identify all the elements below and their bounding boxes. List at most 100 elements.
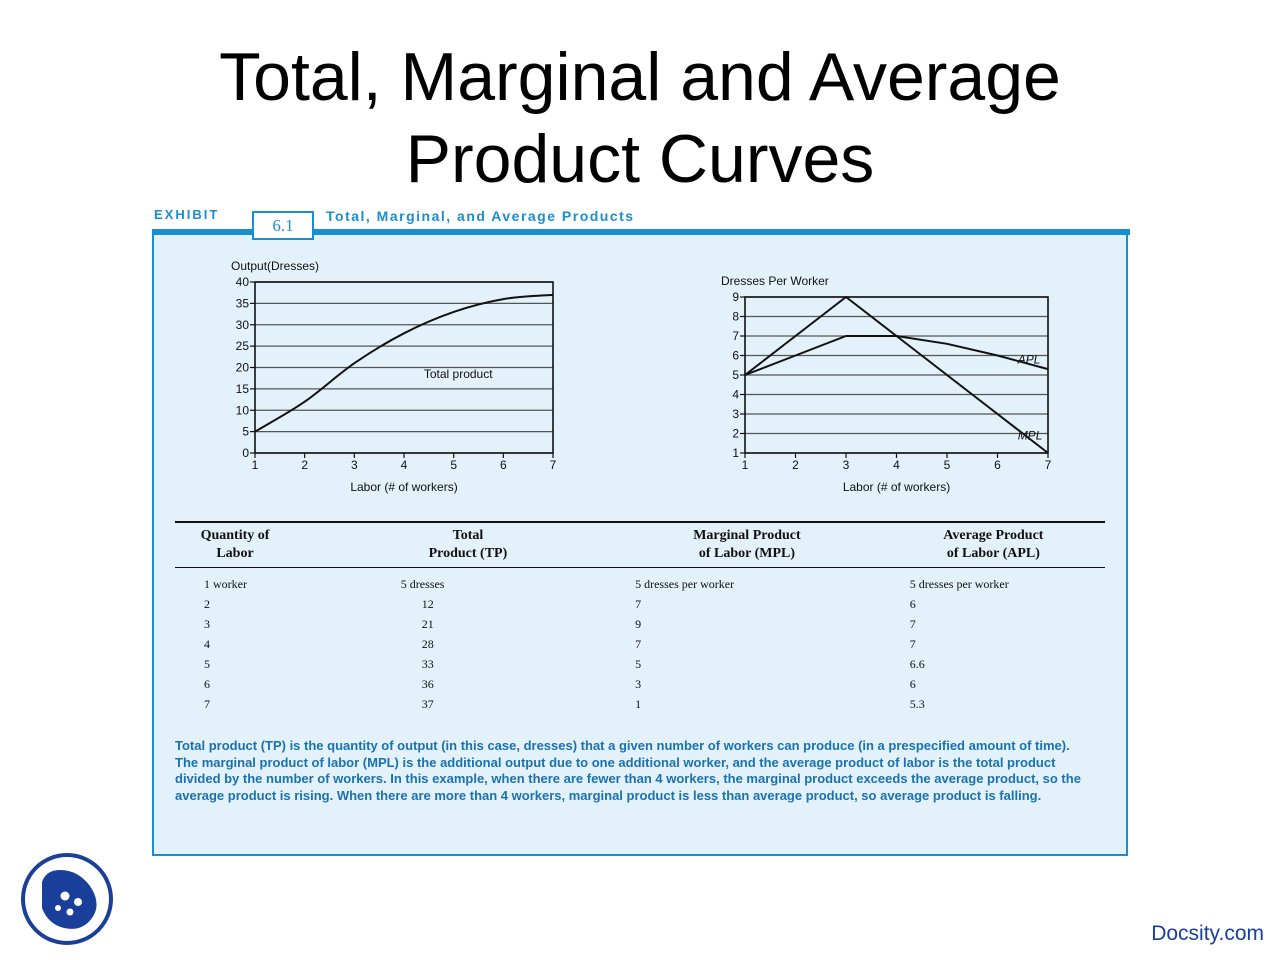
- table-cell: 3: [204, 617, 210, 631]
- header-line: of Labor (MPL): [698, 546, 796, 561]
- table-cell: 6: [909, 677, 916, 691]
- series-line-mpl: [744, 295, 1049, 454]
- x-tick-label: 5: [450, 458, 457, 472]
- y-tick-label: 40: [236, 275, 250, 289]
- exhibit-label: EXHIBIT: [154, 207, 220, 222]
- x-tick-label: 2: [792, 458, 799, 472]
- y-tick-label: 35: [236, 296, 250, 310]
- y-tick-label: 10: [236, 403, 250, 417]
- x-axis-label: Labor (# of workers): [350, 480, 457, 494]
- table-cell: 5: [204, 657, 210, 671]
- table-cell: 9: [635, 617, 642, 631]
- y-tick-label: 15: [236, 382, 250, 396]
- y-tick-label: 1: [732, 446, 739, 460]
- table-header-mpl: Marginal Product of Labor (MPL): [612, 521, 882, 568]
- x-tick-label: 6: [500, 458, 507, 472]
- table-cell: 7: [909, 617, 916, 631]
- table-cell: 5: [635, 657, 642, 671]
- slide-title-line-2: Product Curves: [405, 121, 875, 197]
- y-tick-label: 8: [732, 310, 739, 324]
- table-cell: 6: [909, 597, 916, 611]
- table-cell: 3: [635, 677, 642, 691]
- y-tick-label: 20: [236, 361, 250, 375]
- table-header-labor: Quantity of Labor: [175, 521, 324, 568]
- table-row: 3 21 9 7: [175, 614, 1105, 634]
- table-row: 6 36 3 6: [175, 674, 1105, 694]
- docsity-logo-icon: [21, 853, 113, 945]
- table-cell: 6.6: [909, 657, 925, 671]
- table-cell: 7: [204, 697, 210, 711]
- table-cell: 7: [635, 637, 642, 651]
- y-tick-label: 5: [732, 368, 739, 382]
- product-table: Quantity of Labor Total Product (TP) Mar…: [175, 521, 1105, 714]
- table-cell: 5 dresses per worker: [909, 577, 1009, 591]
- header-line: of Labor (APL): [946, 546, 1040, 561]
- slide-title: Total, Marginal and Average Product Curv…: [0, 36, 1280, 200]
- table-cell: 37: [421, 697, 434, 711]
- y-tick-label: 4: [732, 388, 739, 402]
- y-tick-label: 5: [242, 425, 249, 439]
- table-row: 4 28 7 7: [175, 634, 1105, 654]
- table-cell: 4: [204, 637, 210, 651]
- annotation-label: Total product: [424, 367, 493, 381]
- y-tick-label: 25: [236, 339, 250, 353]
- table-cell: 36: [421, 677, 434, 691]
- table-cell: 1: [635, 697, 642, 711]
- exhibit-number: 6.1: [252, 211, 314, 240]
- header-line: Product (TP): [428, 546, 508, 561]
- y-tick-label: 3: [732, 407, 739, 421]
- header-line: Quantity of: [200, 528, 270, 543]
- x-axis-label: Labor (# of workers): [843, 480, 950, 494]
- x-tick-label: 7: [1045, 458, 1052, 472]
- marginal-average-product-chart: 1 2 3 4 5 6 7 8 9 1 2 3 4 5 6 7 Dresses Per Worker Labor …: [721, 274, 1052, 494]
- y-tick-label: 6: [732, 349, 739, 363]
- x-tick-label: 4: [401, 458, 408, 472]
- table-cell: 33: [421, 657, 434, 671]
- header-line: Labor: [216, 546, 254, 561]
- total-product-chart: 0 5 10 15 20 25 30 35 40 1 2 3 4 5 6 7 Output(Dresses) La…: [231, 259, 557, 494]
- x-tick-label: 1: [742, 458, 749, 472]
- table-cell: 21: [421, 617, 434, 631]
- header-line: Marginal Product: [693, 528, 801, 543]
- annotation-label: APL: [1017, 352, 1041, 366]
- y-axis-label: Output(Dresses): [231, 259, 319, 273]
- table-row: 2 12 7 6: [175, 594, 1105, 614]
- y-tick-label: 0: [242, 446, 249, 460]
- table-cell: 5 dresses: [400, 577, 445, 591]
- table-cell: 7: [635, 597, 642, 611]
- exhibit-caption: Total product (TP) is the quantity of ou…: [175, 738, 1081, 803]
- table-cell: 2: [204, 597, 210, 611]
- table-row: 1 worker 5 dresses 5 dresses per worker …: [175, 568, 1105, 595]
- header-line: Total: [452, 528, 484, 543]
- table-row: 7 37 1 5.3: [175, 694, 1105, 714]
- x-tick-label: 1: [252, 458, 259, 472]
- x-tick-label: 3: [843, 458, 850, 472]
- y-tick-label: 2: [732, 427, 739, 441]
- table-cell: 6: [204, 677, 210, 691]
- table-cell: 1 worker: [204, 577, 247, 591]
- table-cell: 5 dresses per worker: [635, 577, 735, 591]
- slide-title-line-1: Total, Marginal and Average: [219, 39, 1061, 115]
- y-tick-label: 9: [732, 290, 739, 304]
- x-tick-label: 7: [550, 458, 557, 472]
- exhibit-header-bar: [152, 229, 1130, 235]
- x-tick-label: 5: [944, 458, 951, 472]
- y-tick-label: 7: [732, 329, 739, 343]
- annotation-label: MPL: [1018, 428, 1043, 442]
- exhibit-title: Total, Marginal, and Average Products: [326, 208, 635, 224]
- x-tick-label: 4: [893, 458, 900, 472]
- table-cell: 28: [421, 637, 434, 651]
- footer-brand: Docsity.com: [1151, 922, 1264, 945]
- y-axis-label: Dresses Per Worker: [721, 274, 829, 288]
- table-header-row: Quantity of Labor Total Product (TP) Mar…: [175, 521, 1105, 568]
- table-cell: 12: [421, 597, 434, 611]
- table-cell: 7: [909, 637, 916, 651]
- y-tick-label: 30: [236, 318, 250, 332]
- table-header-tp: Total Product (TP): [323, 521, 613, 568]
- x-tick-label: 2: [301, 458, 308, 472]
- table-cell: 5.3: [909, 697, 925, 711]
- series-line-total-product: [254, 293, 554, 433]
- x-tick-label: 6: [994, 458, 1001, 472]
- table-row: 5 33 5 6.6: [175, 654, 1105, 674]
- header-line: Average Product: [943, 528, 1044, 543]
